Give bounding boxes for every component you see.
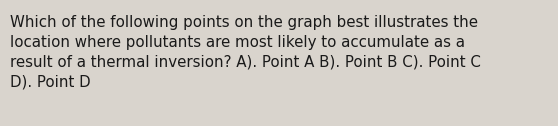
Text: Which of the following points on the graph best illustrates the
location where p: Which of the following points on the gra… <box>10 15 481 89</box>
